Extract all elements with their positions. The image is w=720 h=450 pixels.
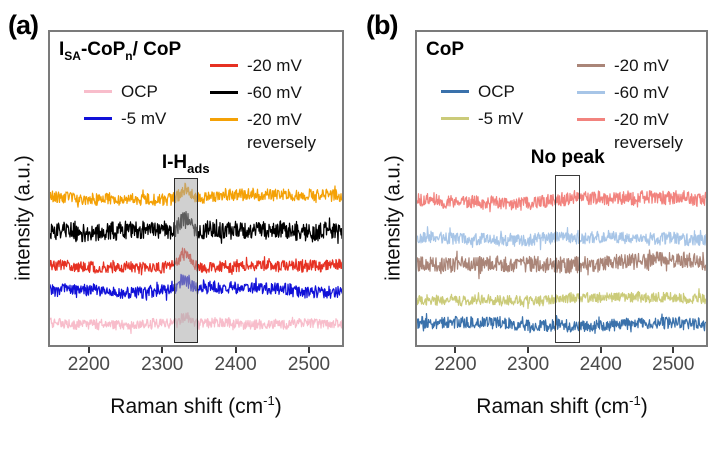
panel-a-legend-left-column: OCP -5 mV [84, 78, 166, 132]
legend-line-swatch [577, 118, 605, 121]
x-tick-label: 2500 [287, 354, 331, 375]
legend-label: -60 mV [614, 82, 669, 102]
x-tick-label: 2400 [579, 354, 622, 375]
legend-line-swatch [84, 117, 112, 120]
legend-item-minus20mv: -20 mV [577, 52, 683, 79]
x-tick-label: 2200 [434, 354, 477, 375]
panel-a-x-axis-ticks: 2200 2300 2400 2500 [50, 347, 342, 381]
legend-label: -5 mV [478, 108, 524, 128]
legend-label: -5 mV [121, 108, 167, 128]
panel-b-spectra [417, 189, 706, 334]
legend-label-reversely: reversely [614, 133, 683, 152]
legend-line-swatch [441, 117, 469, 120]
legend-item-minus60mv: -60 mV [577, 79, 683, 106]
trace--60-mv [417, 226, 706, 251]
legend-label: -60 mV [247, 82, 302, 102]
legend-label: -20 mV [247, 109, 302, 129]
panel-a-x-axis-title: Raman shift (cm-1) [110, 393, 282, 418]
x-tick-label: 2300 [141, 354, 184, 375]
panel-b-legend-left-column: OCP -5 mV [441, 78, 523, 132]
x-tick-label: 2400 [214, 354, 257, 375]
legend-line-swatch [210, 64, 238, 67]
x-tick-mark [234, 347, 237, 353]
panel-b-nopeak-region [555, 175, 581, 343]
panel-b-x-axis-title: Raman shift (cm-1) [476, 393, 648, 418]
x-tick-mark [87, 347, 90, 353]
legend-item-minus60mv: -60 mV [210, 79, 316, 106]
panel-a-label: (a) [8, 10, 39, 40]
panel-b-peak-annotation: No peak [530, 147, 605, 168]
panel-b-label: (b) [366, 10, 399, 40]
panel-a-title: ISA-CoPn/ CoP [59, 39, 182, 63]
legend-label: -20 mV [614, 55, 669, 75]
trace--20-mv [417, 249, 706, 280]
panel-b-plot-area: No peak CoP OCP -5 mV -20 mV -60 mV [415, 30, 708, 347]
x-tick-mark [454, 347, 457, 353]
x-tick-mark [599, 347, 602, 353]
legend-item-minus5mv: -5 mV [84, 105, 166, 132]
legend-item-minus20mv-reversely: -20 mV [210, 106, 316, 133]
x-tick-mark [527, 347, 530, 353]
trace-ocp [417, 312, 706, 334]
x-tick-label: 2500 [652, 354, 695, 375]
legend-label: OCP [121, 81, 158, 101]
legend-item-minus20mv-reversely: -20 mV [577, 106, 683, 133]
panel-a-peak-annotation: I-Hads [161, 152, 210, 176]
legend-item-minus20mv: -20 mV [210, 52, 316, 79]
trace--5-mv [417, 288, 706, 310]
x-tick-label: 2300 [506, 354, 550, 375]
legend-label-reversely: reversely [247, 133, 316, 152]
x-tick-mark [161, 347, 164, 353]
legend-item-ocp: OCP [441, 78, 523, 105]
legend-line-swatch [210, 118, 238, 121]
panel-b-x-axis-ticks: 2200 2300 2400 2500 [417, 347, 706, 381]
legend-item-minus5mv: -5 mV [441, 105, 523, 132]
legend-line-swatch [577, 64, 605, 67]
legend-line-swatch [210, 91, 238, 94]
legend-label: -20 mV [247, 55, 302, 75]
legend-line-swatch [441, 90, 469, 93]
legend-line-swatch [577, 91, 605, 94]
legend-label: OCP [478, 81, 515, 101]
panel-a-plot-area: I-Hads ISA-CoPn/ CoP OCP -5 mV -20 mV -6… [48, 30, 344, 347]
legend-line-swatch [84, 90, 112, 93]
panel-b-legend-right-column: -20 mV -60 mV -20 mV reversely [577, 52, 683, 155]
x-tick-mark [672, 347, 675, 353]
legend-label: -20 mV [614, 109, 669, 129]
x-tick-mark [307, 347, 310, 353]
panel-a-highlight-region [174, 178, 198, 343]
trace--20-mv-reversely [417, 189, 706, 213]
panel-a-legend-right-column: -20 mV -60 mV -20 mV reversely [210, 52, 316, 155]
panel-b-title: CoP [426, 39, 464, 60]
legend-item-ocp: OCP [84, 78, 166, 105]
x-tick-label: 2200 [67, 354, 111, 375]
